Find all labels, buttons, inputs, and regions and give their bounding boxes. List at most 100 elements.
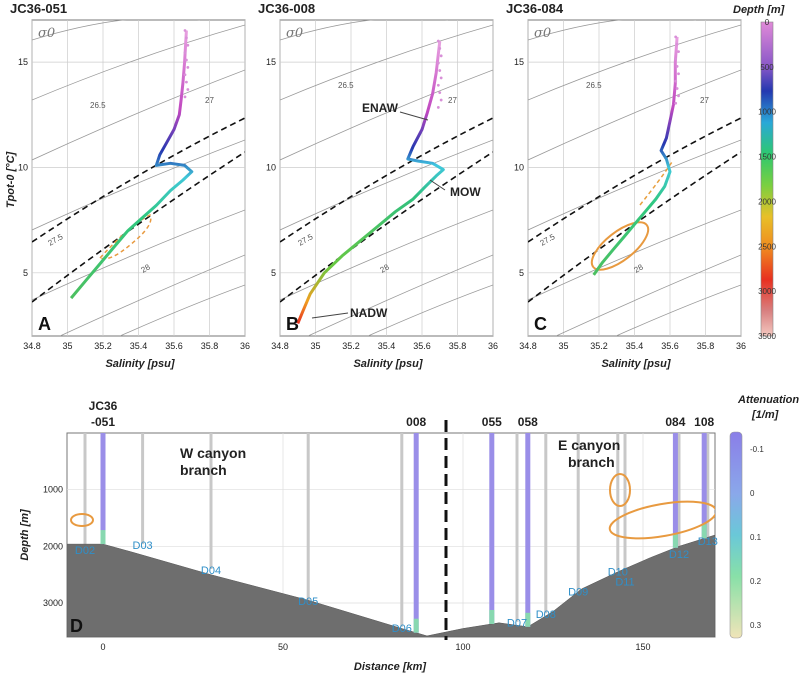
highlight-ellipse-w bbox=[70, 513, 94, 527]
panel-b-xlabel: Salinity [psu] bbox=[353, 358, 422, 370]
x-tick-label: 100 bbox=[455, 642, 470, 652]
isopycnal-dashed bbox=[32, 151, 245, 303]
y-tick-label: 2000 bbox=[43, 541, 63, 551]
x-tick-label: 36 bbox=[488, 341, 498, 351]
profile-point bbox=[185, 36, 188, 40]
profile-point bbox=[183, 29, 187, 32]
station-label: 058 bbox=[518, 415, 538, 429]
y-tick-label: 5 bbox=[519, 268, 524, 278]
x-tick-label: 34.8 bbox=[23, 341, 41, 351]
y-tick-label: 10 bbox=[266, 162, 276, 172]
w-canyon-label: W canyon branch bbox=[180, 445, 250, 478]
panel-a-title: JC36-051 bbox=[10, 1, 67, 16]
profile-point bbox=[436, 106, 440, 109]
panel-a-ylabel: Tpot-0 [°C] bbox=[5, 152, 17, 209]
x-tick-label: 36 bbox=[736, 341, 746, 351]
depth-colorbar-ticks: 0 500 1000 1500 2000 2500 3000 3500 bbox=[758, 18, 776, 341]
profile-point bbox=[677, 72, 680, 76]
sigma-label: σ0 bbox=[286, 26, 303, 41]
station-label: -051 bbox=[91, 415, 115, 429]
attenuation-colorbar-tick: 0.1 bbox=[750, 533, 762, 542]
panel-a-yticks: 5 10 15 bbox=[18, 57, 28, 278]
profile-point bbox=[183, 51, 187, 55]
iso-label-27: 27 bbox=[448, 96, 457, 105]
x-tick-label: 0 bbox=[100, 642, 105, 652]
x-tick-label: 34.8 bbox=[271, 341, 289, 351]
panel-d-station-labels: JC36 -051 008 055 058 084 108 bbox=[89, 399, 715, 429]
station-profile-bottom bbox=[413, 618, 419, 633]
isopycnal-line bbox=[528, 139, 741, 231]
profile-point bbox=[674, 57, 678, 61]
y-tick-label: 15 bbox=[514, 57, 524, 67]
panel-a-xlabel: Salinity [psu] bbox=[105, 358, 174, 370]
attenuation-colorbar: Attenuation [1/m] -0.1 0 0.1 0.2 0.3 bbox=[729, 394, 799, 639]
ts-profile-a bbox=[69, 30, 194, 300]
station-label: JC36 bbox=[89, 399, 118, 413]
w-canyon-label-line2: branch bbox=[180, 462, 227, 478]
isopycnal-line bbox=[280, 24, 493, 101]
panel-c-yticks: 5 10 15 bbox=[514, 57, 524, 278]
profile-point bbox=[438, 47, 442, 50]
mooring-label: D13 bbox=[698, 536, 718, 548]
station-profile bbox=[489, 433, 495, 624]
x-tick-label: 35.8 bbox=[201, 341, 219, 351]
x-tick-label: 50 bbox=[278, 642, 288, 652]
y-tick-label: 5 bbox=[271, 268, 276, 278]
water-mass-nadw: NADW bbox=[350, 306, 388, 320]
panel-d-cast-lines bbox=[83, 433, 710, 627]
depth-colorbar-tick: 2500 bbox=[758, 242, 776, 251]
mooring-label: D08 bbox=[536, 609, 556, 621]
e-canyon-label: E canyon branch bbox=[558, 437, 624, 470]
station-profile-bottom bbox=[672, 533, 678, 548]
isopycnal-line bbox=[59, 254, 245, 336]
depth-colorbar-tick: 2000 bbox=[758, 197, 776, 206]
isopycnal-line bbox=[615, 284, 741, 336]
isopycnal-line bbox=[528, 20, 696, 41]
station-profile bbox=[701, 433, 707, 539]
x-tick-label: 36 bbox=[240, 341, 250, 351]
x-tick-label: 150 bbox=[635, 642, 650, 652]
profile-point bbox=[674, 101, 678, 105]
attenuation-colorbar-tick: 0.2 bbox=[750, 577, 762, 586]
nadw-leader bbox=[311, 312, 349, 319]
ts-panel-c: JC36-084 σ0 26.5 27 27.5 28 34.8 35 35.2 35… bbox=[506, 1, 746, 370]
profile-point bbox=[185, 80, 188, 84]
panel-b-yticks: 5 10 15 bbox=[266, 57, 276, 278]
x-tick-label: 35.2 bbox=[590, 341, 608, 351]
profile-point bbox=[436, 61, 440, 65]
sigma-label: σ0 bbox=[534, 26, 551, 41]
isopycnal-line bbox=[32, 209, 245, 301]
y-tick-label: 10 bbox=[514, 162, 524, 172]
panel-a-xticks: 34.8 35 35.2 35.4 35.6 35.8 36 bbox=[23, 341, 250, 351]
isopycnal-line bbox=[307, 254, 493, 336]
ts-panel-b: JC36-008 σ0 26.5 27 27.5 28 ENAW MOW NAD… bbox=[258, 1, 498, 370]
profile-point bbox=[677, 50, 680, 53]
x-tick-label: 35.2 bbox=[94, 341, 112, 351]
panel-label-c: C bbox=[534, 314, 547, 334]
panel-b-title: JC36-008 bbox=[258, 1, 315, 16]
mooring-label: D06 bbox=[392, 623, 412, 635]
station-profile-bottom bbox=[525, 612, 531, 627]
y-tick-label: 3000 bbox=[43, 598, 63, 608]
panel-c-grid bbox=[527, 20, 742, 336]
x-tick-label: 35.4 bbox=[626, 341, 644, 351]
isopycnal-dashed bbox=[280, 151, 493, 303]
mooring-label: D02 bbox=[75, 545, 95, 557]
profile-point bbox=[675, 42, 679, 46]
station-profile-bottom bbox=[701, 524, 707, 539]
profile-point bbox=[439, 98, 443, 102]
ts-panel-a: JC36-051 σ0 26.5 27 27.5 28 34.8 35 35.2 35… bbox=[5, 1, 250, 370]
attenuation-colorbar-tick: 0 bbox=[750, 489, 755, 498]
profile-point bbox=[438, 69, 442, 72]
profile-point bbox=[186, 66, 190, 69]
station-label: 108 bbox=[694, 415, 714, 429]
panel-label-b: B bbox=[286, 314, 299, 334]
profile-point bbox=[186, 43, 190, 47]
station-profile bbox=[413, 433, 419, 633]
panel-d-station-profiles bbox=[100, 433, 707, 633]
mooring-label: D05 bbox=[298, 596, 318, 608]
mooring-label: D03 bbox=[133, 540, 153, 552]
x-tick-label: 35.8 bbox=[697, 341, 715, 351]
